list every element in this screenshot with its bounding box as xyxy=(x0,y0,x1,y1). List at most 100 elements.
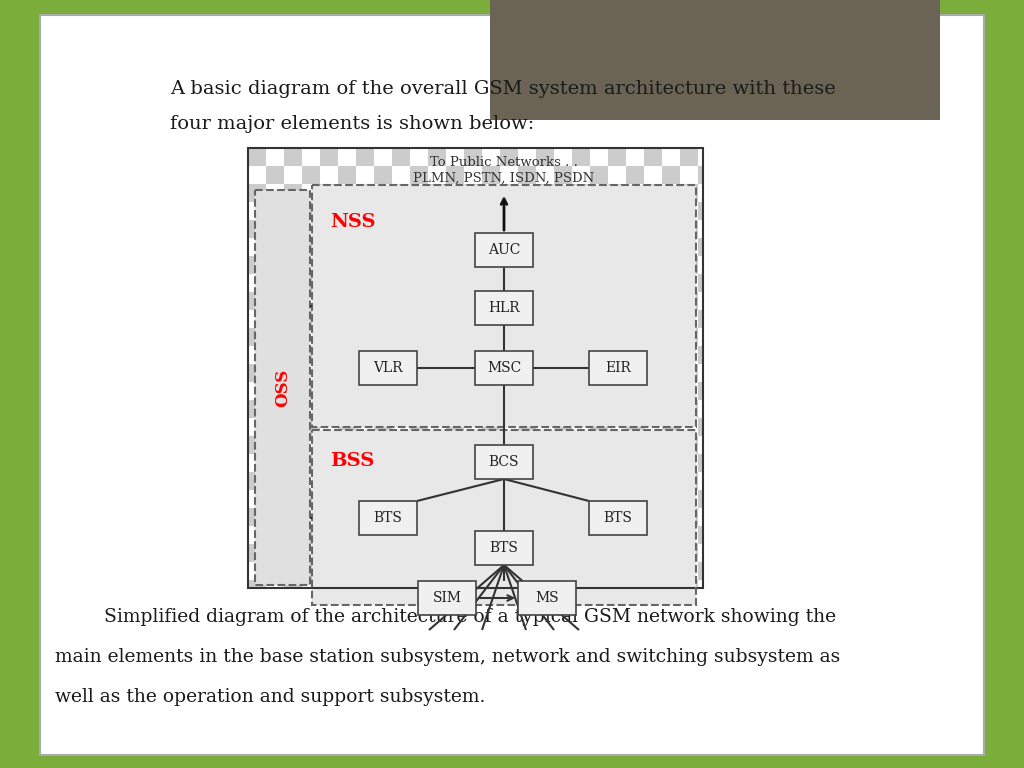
Bar xyxy=(302,292,319,310)
Bar xyxy=(536,256,554,274)
Bar xyxy=(248,454,266,472)
Bar xyxy=(284,454,302,472)
Text: Simplified diagram of the architecture of a typical GSM network showing the: Simplified diagram of the architecture o… xyxy=(80,608,837,626)
Bar xyxy=(302,382,319,400)
Bar xyxy=(428,490,446,508)
Bar xyxy=(255,190,310,585)
Bar xyxy=(698,328,703,346)
Bar xyxy=(482,328,500,346)
Bar xyxy=(248,328,266,346)
Bar xyxy=(248,220,266,238)
Bar xyxy=(302,310,319,328)
Bar xyxy=(536,328,554,346)
Bar xyxy=(356,292,374,310)
Bar xyxy=(374,220,392,238)
Bar xyxy=(266,580,284,588)
Bar xyxy=(464,148,482,166)
Bar xyxy=(319,562,338,580)
Bar xyxy=(319,238,338,256)
Bar xyxy=(319,526,338,544)
Bar xyxy=(338,148,356,166)
Bar xyxy=(500,148,518,166)
Text: SIM: SIM xyxy=(432,591,462,605)
Bar xyxy=(356,436,374,454)
Bar xyxy=(536,454,554,472)
Bar xyxy=(464,400,482,418)
Bar xyxy=(572,166,590,184)
Bar xyxy=(554,400,572,418)
Bar xyxy=(248,184,266,202)
Bar xyxy=(392,310,410,328)
Bar xyxy=(590,328,608,346)
Bar xyxy=(589,501,647,535)
Bar xyxy=(662,400,680,418)
Bar xyxy=(572,454,590,472)
Bar xyxy=(644,220,662,238)
Bar xyxy=(500,580,518,588)
Bar xyxy=(572,472,590,490)
Bar xyxy=(644,508,662,526)
Bar xyxy=(536,148,554,166)
Bar xyxy=(644,400,662,418)
Bar xyxy=(446,544,464,562)
Bar xyxy=(266,328,284,346)
Text: A basic diagram of the overall GSM system architecture with these: A basic diagram of the overall GSM syste… xyxy=(170,80,836,98)
Bar xyxy=(698,346,703,364)
Bar xyxy=(626,256,644,274)
Bar xyxy=(464,382,482,400)
Bar xyxy=(554,490,572,508)
Bar xyxy=(392,364,410,382)
Bar xyxy=(248,508,266,526)
Bar xyxy=(446,220,464,238)
Bar xyxy=(392,166,410,184)
Bar xyxy=(554,220,572,238)
Bar xyxy=(428,580,446,588)
Bar xyxy=(536,472,554,490)
Bar xyxy=(266,274,284,292)
Bar xyxy=(475,445,534,479)
Bar xyxy=(626,202,644,220)
Bar xyxy=(536,274,554,292)
Bar xyxy=(248,436,266,454)
Bar xyxy=(572,382,590,400)
Bar xyxy=(644,580,662,588)
Bar xyxy=(680,562,698,580)
Bar xyxy=(554,418,572,436)
Bar xyxy=(680,400,698,418)
Bar xyxy=(482,202,500,220)
Bar xyxy=(554,364,572,382)
Bar xyxy=(536,490,554,508)
Bar xyxy=(644,238,662,256)
Bar xyxy=(284,562,302,580)
Bar xyxy=(572,274,590,292)
Bar xyxy=(662,292,680,310)
Bar xyxy=(338,220,356,238)
Bar xyxy=(644,328,662,346)
Bar xyxy=(662,184,680,202)
Bar xyxy=(266,346,284,364)
Bar xyxy=(446,454,464,472)
Bar xyxy=(410,490,428,508)
Bar xyxy=(356,454,374,472)
Bar xyxy=(302,490,319,508)
Bar xyxy=(302,454,319,472)
Bar xyxy=(356,238,374,256)
Bar xyxy=(518,292,536,310)
Bar xyxy=(590,346,608,364)
Bar xyxy=(482,580,500,588)
Bar xyxy=(302,562,319,580)
Bar xyxy=(500,526,518,544)
Bar xyxy=(572,256,590,274)
Bar xyxy=(536,562,554,580)
Bar xyxy=(590,382,608,400)
Bar xyxy=(662,328,680,346)
Bar xyxy=(572,544,590,562)
Bar xyxy=(482,166,500,184)
Bar xyxy=(392,220,410,238)
Bar xyxy=(608,454,626,472)
Bar xyxy=(284,436,302,454)
Bar xyxy=(644,310,662,328)
Bar xyxy=(536,364,554,382)
Bar xyxy=(464,166,482,184)
Bar xyxy=(536,526,554,544)
